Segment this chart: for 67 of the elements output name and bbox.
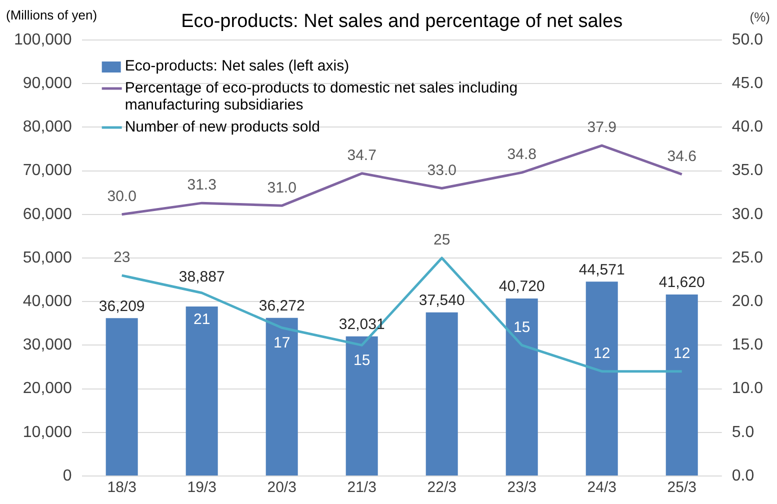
x-tick-label: 25/3 (667, 479, 696, 496)
data-label: 36,272 (258, 297, 305, 314)
data-label: 15 (354, 352, 370, 369)
bar (506, 298, 538, 476)
y-tick-label: 60,000 (22, 206, 72, 223)
y2-tick-label: 30.0 (732, 206, 764, 223)
chart-title: Eco-products: Net sales and percentage of net sales (181, 11, 623, 32)
x-tick-label: 20/3 (267, 479, 296, 496)
data-label: 36,209 (98, 298, 145, 315)
data-label: 34.8 (507, 146, 536, 164)
y-tick-label: 10,000 (22, 424, 72, 441)
data-label: 30.0 (107, 188, 136, 206)
data-label: 37.9 (587, 119, 616, 136)
x-tick-label: 23/3 (507, 479, 536, 496)
data-label: 12 (594, 345, 610, 362)
data-label: 37,540 (418, 292, 465, 309)
data-label: 33.0 (427, 162, 456, 179)
y-tick-label: 70,000 (22, 162, 72, 180)
x-tick-label: 24/3 (587, 479, 616, 496)
data-label: 41,620 (658, 274, 705, 292)
data-label: 38,887 (178, 268, 225, 286)
legend-label: Percentage of eco-products to domestic net sales including manufacturing subsidiaries (124, 80, 518, 114)
y-tick-label: 30,000 (22, 336, 72, 354)
data-label: 21 (193, 311, 210, 328)
bar (426, 312, 458, 476)
data-label: 34.6 (667, 148, 696, 165)
y-tick-label: 50,000 (22, 249, 72, 266)
data-label: 15 (514, 318, 530, 336)
data-label: 31.3 (187, 176, 216, 194)
data-label: 44,571 (578, 261, 625, 278)
y2-tick-label: 45.0 (732, 75, 764, 92)
data-label: 34.7 (347, 147, 376, 164)
y-axis-title: (Millions of yen) (6, 8, 98, 23)
data-label: 12 (674, 345, 690, 362)
bar (346, 336, 378, 476)
bar (186, 306, 218, 476)
legend-label: Number of new products sold (124, 118, 320, 136)
y2-tick-label: 0.0 (732, 467, 754, 484)
y-tick-label: 20,000 (22, 380, 72, 398)
data-label: 17 (274, 334, 290, 352)
x-tick-label: 18/3 (107, 479, 136, 496)
y-tick-label: 40,000 (22, 293, 72, 310)
x-tick-label: 22/3 (427, 479, 456, 496)
x-tick-label: 21/3 (347, 479, 376, 496)
y2-tick-label: 10.0 (732, 380, 764, 398)
x-tick-label: 19/3 (187, 479, 216, 496)
y2-tick-label: 5.0 (732, 424, 754, 441)
data-label: 25 (434, 232, 450, 249)
y2-tick-label: 35.0 (732, 162, 764, 180)
y2-tick-label: 40.0 (732, 118, 764, 136)
y-tick-label: 0 (62, 467, 72, 484)
data-label: 31.0 (267, 179, 296, 196)
y2-tick-label: 50.0 (732, 31, 764, 48)
y2-tick-label: 15.0 (732, 336, 764, 354)
bar (266, 318, 298, 476)
bar (106, 318, 138, 476)
legend-label: Eco-products: Net sales (left axis) (124, 58, 350, 75)
y2-tick-label: 20.0 (732, 293, 764, 310)
y-tick-label: 100,000 (14, 31, 72, 48)
y-tick-label: 80,000 (22, 118, 72, 136)
data-label: 23 (113, 249, 130, 266)
data-label: 40,720 (498, 278, 545, 296)
bar (666, 294, 698, 476)
y-tick-label: 90,000 (22, 75, 72, 92)
y2-axis-title: (%) (750, 10, 770, 25)
bar (586, 282, 618, 476)
y2-tick-label: 25.0 (732, 249, 764, 266)
